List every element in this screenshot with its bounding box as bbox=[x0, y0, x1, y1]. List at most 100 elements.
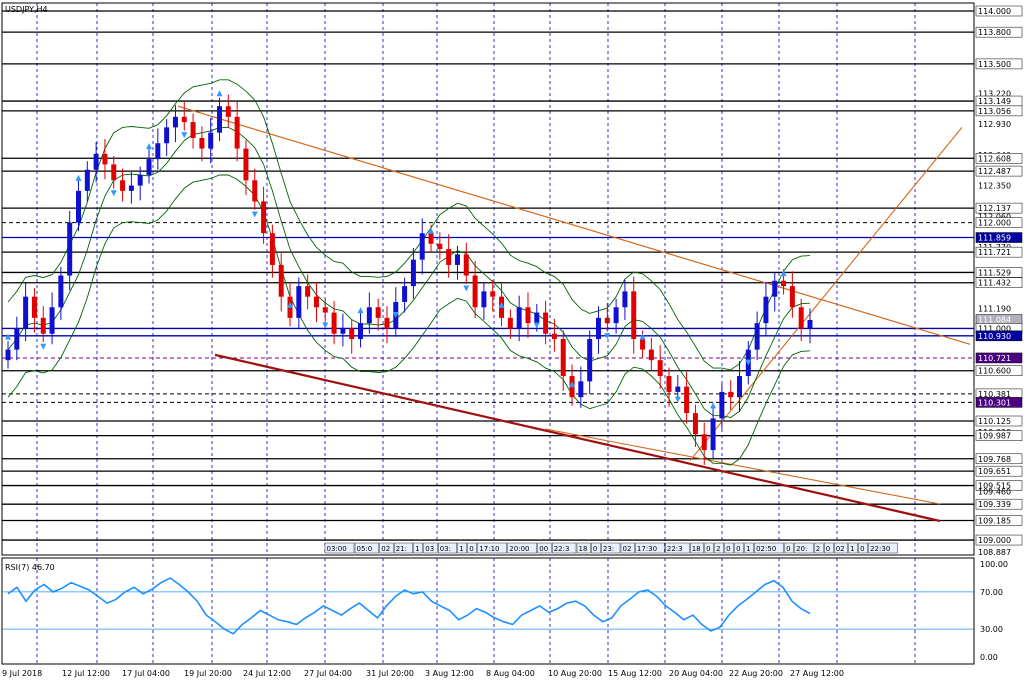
time-box-label: 05:0 bbox=[357, 545, 373, 553]
candle-body bbox=[701, 434, 707, 451]
time-box-label: 20:00 bbox=[509, 545, 529, 553]
fractal-arrow-icon bbox=[322, 322, 329, 329]
fractal-arrow-icon bbox=[639, 333, 646, 340]
time-box bbox=[834, 542, 848, 554]
price-tick-label: 113.500 bbox=[978, 60, 1011, 69]
time-box bbox=[635, 542, 665, 554]
price-axis-ticks: 114.000 113.800 113.500 113.220113.149113.0… bbox=[975, 5, 1023, 557]
time-box-label: 1 bbox=[459, 545, 463, 553]
price-tick-label: 112.000 bbox=[978, 219, 1011, 228]
candle-body bbox=[525, 307, 531, 324]
candle-body bbox=[384, 317, 390, 329]
time-box-label: 18 bbox=[692, 545, 701, 553]
candle-body bbox=[93, 153, 99, 170]
candle-body bbox=[516, 307, 522, 329]
time-tick-label: 22 Aug 20:00 bbox=[729, 669, 783, 678]
time-box bbox=[354, 542, 379, 554]
candle-body bbox=[543, 312, 549, 334]
fractal-arrow-icon bbox=[181, 132, 188, 139]
time-box-label: 03: bbox=[440, 545, 451, 553]
price-tag bbox=[975, 26, 1023, 38]
candle-body bbox=[631, 291, 637, 340]
rsi-label: RSI(7) 46.70 bbox=[5, 563, 55, 572]
candle-body bbox=[428, 233, 434, 244]
trendline-lower bbox=[214, 353, 941, 523]
main-panel bbox=[1, 2, 975, 556]
fractal-arrow-icon bbox=[392, 311, 399, 318]
fractal-arrow-icon bbox=[287, 301, 294, 308]
candle-body bbox=[340, 328, 346, 334]
price-tick-label: 112.060 bbox=[978, 212, 1011, 221]
time-box bbox=[552, 542, 577, 554]
time-box bbox=[394, 542, 414, 554]
candle-body bbox=[454, 254, 460, 265]
fractal-arrow-icon bbox=[533, 322, 540, 329]
fractal-arrow-icon bbox=[75, 174, 82, 181]
time-box-label: 17:30 bbox=[637, 545, 657, 553]
time-tick-label: 12 Jul 12:00 bbox=[62, 669, 110, 678]
time-axis-labels: 9 Jul 2018 12 Jul 12:00 17 Jul 04:00 19 Jul… bbox=[2, 669, 844, 678]
fractal-arrow-icon bbox=[428, 227, 435, 234]
price-tag bbox=[975, 267, 1023, 278]
time-tick-label: 27 Jul 04:00 bbox=[304, 669, 352, 678]
price-tag bbox=[975, 105, 1023, 117]
price-tag bbox=[975, 5, 1023, 17]
time-box bbox=[423, 542, 438, 554]
fractal-arrow-icon bbox=[674, 396, 681, 403]
time-tick-label: 8 Aug 04:00 bbox=[486, 669, 535, 678]
time-box bbox=[576, 542, 591, 554]
time-box bbox=[413, 542, 423, 554]
candle-body bbox=[736, 376, 742, 398]
rsi-tick-label: 100.00 bbox=[980, 560, 1008, 569]
candle-body bbox=[296, 286, 302, 318]
candle-body bbox=[481, 291, 487, 308]
time-box-label: 0 bbox=[860, 545, 864, 553]
time-box-label: 20: bbox=[796, 545, 807, 553]
time-box-label: 0 bbox=[706, 545, 710, 553]
candle-body bbox=[225, 106, 231, 117]
price-tag bbox=[975, 397, 1023, 408]
price-tag bbox=[975, 217, 1023, 228]
candle-body bbox=[252, 180, 258, 202]
candle-body bbox=[587, 339, 593, 382]
time-box bbox=[858, 542, 868, 554]
price-tick-label: 112.608 bbox=[978, 154, 1011, 163]
fractal-arrows bbox=[5, 90, 787, 409]
trendlines bbox=[177, 105, 971, 523]
time-box-label: 03:00 bbox=[327, 545, 347, 553]
time-box-label: 1 bbox=[415, 545, 419, 553]
candle-body bbox=[419, 233, 425, 260]
price-tick-label: 113.149 bbox=[978, 97, 1011, 106]
price-tag bbox=[975, 453, 1023, 465]
price-tick-label: 109.185 bbox=[978, 516, 1011, 525]
time-box bbox=[754, 542, 784, 554]
time-box-label: 2 bbox=[816, 545, 820, 553]
fractal-arrow-icon bbox=[110, 190, 117, 197]
price-tag bbox=[975, 330, 1023, 342]
price-tag bbox=[975, 202, 1023, 214]
candle-body bbox=[772, 280, 778, 297]
fractal-arrow-icon bbox=[251, 211, 258, 218]
price-tick-label: 111.084 bbox=[978, 316, 1011, 325]
fractal-arrow-icon bbox=[5, 333, 11, 340]
band-edge bbox=[7, 174, 811, 466]
time-tick-label: 27 Aug 12:00 bbox=[790, 669, 844, 678]
price-tag bbox=[975, 430, 1023, 441]
rsi-indicator: 100.00 70.00 30.00 0.00 bbox=[2, 560, 1008, 662]
price-tag bbox=[975, 534, 1023, 546]
price-tick-label: 111.432 bbox=[978, 279, 1011, 288]
time-tick-label: 31 Jul 20:00 bbox=[366, 669, 414, 678]
candle-body bbox=[675, 386, 681, 392]
candle-body bbox=[313, 296, 319, 308]
time-box-label: 17:10 bbox=[479, 545, 499, 553]
price-tick-label: 112.930 bbox=[978, 120, 1011, 129]
price-tag bbox=[975, 352, 1023, 364]
candle-body bbox=[604, 317, 610, 324]
candle-body bbox=[217, 106, 223, 133]
price-tag bbox=[975, 465, 1023, 477]
time-box-label: 21: bbox=[396, 545, 407, 553]
candle-body bbox=[410, 259, 416, 287]
candle-body bbox=[208, 132, 214, 149]
time-box bbox=[438, 542, 458, 554]
